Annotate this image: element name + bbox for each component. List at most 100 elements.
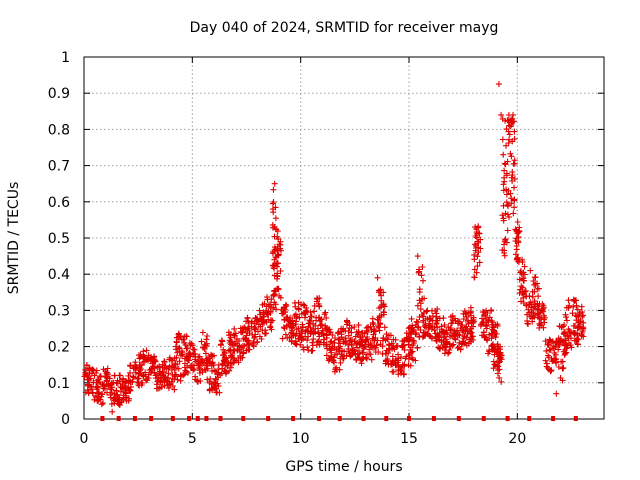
y-tick-label: 0.7 xyxy=(48,159,70,175)
data-point xyxy=(291,299,298,306)
data-point xyxy=(271,291,278,298)
data-point xyxy=(127,369,133,376)
data-point xyxy=(165,370,172,377)
data-point xyxy=(199,329,206,336)
data-point xyxy=(375,324,382,331)
data-point xyxy=(410,326,417,333)
data-point xyxy=(323,352,330,359)
data-point xyxy=(572,330,579,337)
data-point xyxy=(515,254,521,261)
data-point xyxy=(552,356,559,363)
data-point xyxy=(114,377,121,384)
data-point xyxy=(475,244,481,251)
data-point xyxy=(399,361,406,368)
data-point xyxy=(317,322,324,329)
data-point xyxy=(377,320,384,327)
data-point xyxy=(116,372,123,379)
data-point xyxy=(315,300,322,307)
zero-marker xyxy=(481,416,486,421)
data-point xyxy=(149,368,156,374)
data-point xyxy=(263,330,269,337)
data-point xyxy=(272,301,279,308)
data-point xyxy=(468,320,475,327)
data-point xyxy=(302,314,308,321)
data-point xyxy=(488,317,495,324)
data-point xyxy=(304,337,311,344)
data-point xyxy=(305,320,312,327)
data-point xyxy=(159,369,166,376)
data-point xyxy=(196,370,203,376)
data-point xyxy=(252,314,259,321)
data-point xyxy=(467,328,474,335)
data-point xyxy=(213,386,220,392)
data-point xyxy=(515,229,522,236)
data-point xyxy=(504,117,511,124)
data-point xyxy=(161,382,168,389)
data-point xyxy=(138,366,145,372)
data-point xyxy=(389,358,396,365)
y-tick-label: 0 xyxy=(61,412,70,428)
zero-marker xyxy=(204,416,209,421)
data-point xyxy=(143,356,150,363)
data-point xyxy=(344,318,350,325)
data-point xyxy=(148,354,155,361)
data-point xyxy=(286,318,293,325)
data-point xyxy=(463,342,470,349)
data-point xyxy=(392,336,399,343)
x-tick-labels: 0 5 10 15 20 xyxy=(80,431,527,447)
data-point xyxy=(515,239,522,246)
data-point xyxy=(514,256,520,262)
outlier-point xyxy=(510,111,516,118)
data-point xyxy=(337,336,343,343)
data-point xyxy=(153,371,160,378)
data-point xyxy=(250,342,257,349)
data-point xyxy=(140,359,147,365)
data-point xyxy=(113,391,120,398)
data-point xyxy=(176,358,183,365)
data-point xyxy=(379,343,386,350)
outlier-point xyxy=(109,408,116,415)
data-point xyxy=(282,306,289,313)
data-point xyxy=(495,357,502,364)
data-point xyxy=(239,354,246,361)
data-point xyxy=(506,131,513,138)
data-point xyxy=(356,341,363,348)
data-point xyxy=(108,389,115,396)
data-point xyxy=(500,215,507,222)
data-point xyxy=(471,274,478,281)
zero-marker xyxy=(573,416,578,421)
y-tick-label: 0.1 xyxy=(48,376,70,392)
data-point xyxy=(532,274,539,281)
chart-title: Day 040 of 2024, SRMTID for receiver may… xyxy=(190,20,499,36)
x-axis-label: GPS time / hours xyxy=(285,459,402,475)
data-point xyxy=(419,295,426,302)
data-point xyxy=(331,368,338,375)
data-point xyxy=(276,292,283,299)
outlier-point xyxy=(553,390,560,397)
data-point xyxy=(376,327,383,334)
data-point xyxy=(512,238,519,244)
data-point xyxy=(531,298,538,305)
data-point xyxy=(421,330,428,337)
y-tick-label: 0.6 xyxy=(48,195,70,211)
data-point xyxy=(429,323,436,330)
data-point xyxy=(365,323,372,330)
data-point xyxy=(298,328,305,335)
data-point xyxy=(499,212,506,219)
data-point xyxy=(564,317,570,324)
data-point xyxy=(370,344,376,351)
data-point xyxy=(559,365,566,372)
data-point xyxy=(231,342,237,349)
data-point xyxy=(423,308,430,315)
data-point xyxy=(507,150,514,157)
data-point xyxy=(130,373,136,380)
data-point xyxy=(523,302,530,309)
zero-marker xyxy=(527,416,532,421)
data-point xyxy=(135,380,142,387)
data-point xyxy=(331,354,338,361)
data-point xyxy=(364,351,370,358)
data-point xyxy=(518,283,525,290)
data-point xyxy=(571,298,578,305)
data-point xyxy=(504,227,511,234)
data-point xyxy=(310,336,317,343)
